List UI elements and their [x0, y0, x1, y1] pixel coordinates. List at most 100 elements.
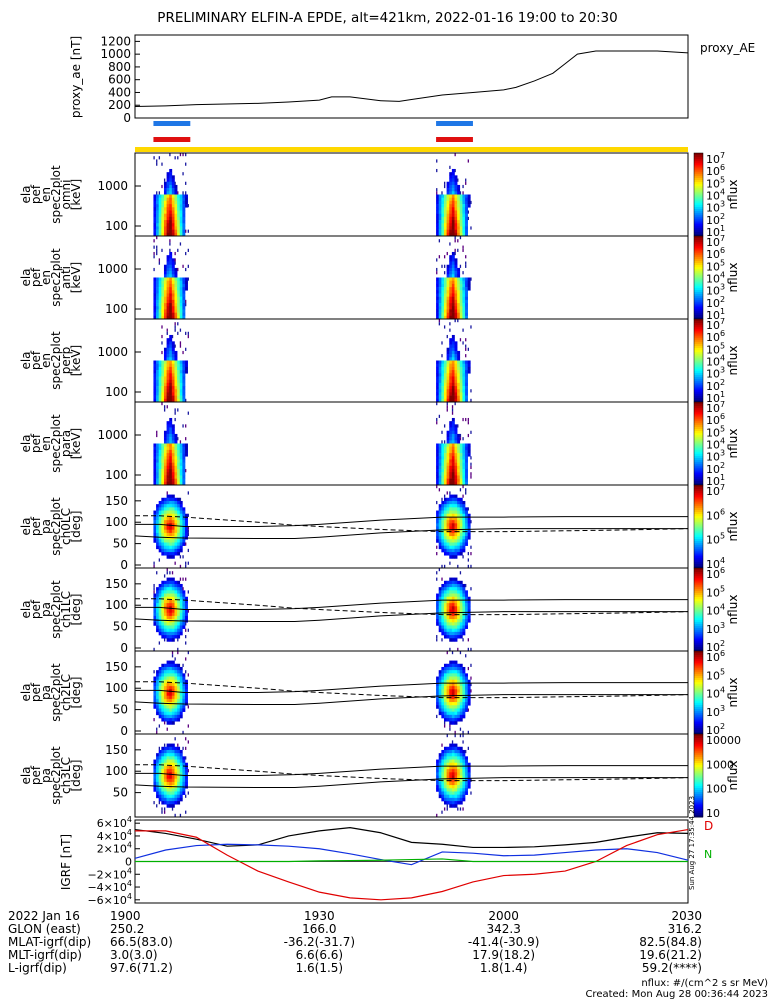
sparse-pixel	[169, 242, 171, 246]
spectrogram-cell	[457, 753, 461, 757]
spectrogram-cell	[451, 459, 455, 463]
colorbar-swatch	[694, 551, 703, 554]
spectrogram-cell	[163, 603, 167, 607]
spectrogram-cell	[161, 663, 165, 668]
spectrogram-cell	[449, 679, 453, 684]
spectrogram-cell	[436, 449, 440, 454]
spectrogram-cell	[451, 785, 455, 789]
spectrogram-cell	[457, 446, 461, 451]
colorbar-swatch	[694, 337, 703, 341]
colorbar-swatch	[694, 194, 703, 198]
spectrogram-cell	[166, 695, 170, 700]
spectrogram-cell	[169, 306, 173, 310]
colorbar-swatch	[694, 632, 703, 635]
spectrogram-cell	[459, 395, 463, 400]
spectrogram-cell	[185, 695, 188, 700]
panel-ytick-label: 100	[105, 219, 128, 233]
spectrogram-cell	[436, 596, 440, 601]
igrf-ytick-label: −6×104	[87, 892, 132, 907]
spectrogram-cell	[443, 596, 447, 601]
spectrogram-cell	[158, 220, 162, 224]
spectrogram-cell	[454, 283, 458, 288]
spectrogram-cell	[443, 666, 447, 671]
spectrogram-cell	[174, 753, 178, 757]
spectrogram-cell	[454, 181, 458, 186]
spectrogram-cell	[449, 705, 453, 709]
spectrogram-cell	[153, 459, 157, 463]
spectrogram-cell	[158, 759, 162, 764]
spectrogram-cell	[153, 612, 157, 617]
spectrogram-cell	[454, 223, 458, 227]
sparse-pixel	[185, 181, 187, 185]
spectrogram-cell	[169, 622, 173, 626]
spectrogram-cell	[443, 631, 447, 636]
sparse-pixel	[436, 638, 438, 642]
sparse-pixel	[443, 724, 446, 728]
sparse-pixel	[169, 239, 171, 243]
sparse-pixel	[459, 571, 462, 575]
spectrogram-cell	[462, 679, 466, 684]
spectrogram-cell	[163, 280, 167, 285]
sparse-pixel	[459, 807, 462, 811]
spectrogram-cell	[454, 433, 458, 438]
spectrogram-cell	[441, 376, 445, 380]
spectrogram-cell	[171, 682, 175, 687]
spectrogram-cell	[467, 277, 471, 281]
spectrogram-cell	[436, 778, 440, 783]
spectrogram-cell	[467, 520, 471, 524]
panel-ytick-label: 150	[105, 494, 128, 508]
spectrogram-cell	[467, 449, 471, 454]
spectrogram-cell	[446, 523, 450, 527]
spectrogram-cell	[441, 759, 445, 764]
spectrogram-cell	[465, 370, 468, 374]
spectrogram-cell	[166, 638, 170, 642]
spectrogram-cell	[166, 370, 170, 374]
spectrogram-cell	[443, 670, 447, 674]
colorbar-swatch	[694, 464, 703, 467]
spectrogram-cell	[163, 708, 167, 712]
spectrogram-cell	[169, 539, 173, 543]
spectrogram-cell	[436, 532, 440, 537]
spectrogram-cell	[451, 753, 455, 757]
sparse-pixel	[467, 558, 469, 562]
spectrogram-cell	[166, 577, 170, 582]
panel-ytick-label: 100	[105, 385, 128, 399]
colorbar-tick-label: 105	[706, 258, 725, 273]
spectrogram-cell	[158, 606, 162, 610]
spectrogram-cell	[446, 376, 450, 380]
sparse-pixel	[177, 156, 179, 160]
spectrogram-cell	[153, 389, 157, 393]
spectrogram-cell	[459, 698, 463, 703]
spectrogram-cell	[465, 516, 468, 521]
spectrogram-cell	[156, 475, 159, 479]
spectrogram-cell	[457, 504, 461, 508]
spectrogram-cell	[436, 475, 440, 479]
spectrogram-cell	[161, 507, 165, 511]
spectrogram-cell	[457, 762, 461, 767]
spectrogram-cell	[174, 392, 178, 396]
energy-panel	[134, 318, 704, 403]
colorbar-swatch	[694, 163, 703, 166]
spectrogram-cell	[449, 743, 453, 748]
sparse-pixel	[462, 184, 464, 189]
spectrogram-cell	[457, 536, 461, 540]
spectrogram-cell	[185, 778, 188, 783]
spectrogram-cell	[166, 175, 170, 179]
spectrogram-cell	[153, 456, 157, 460]
spectrogram-cell	[177, 603, 181, 607]
spectrogram-cell	[158, 711, 162, 716]
spectrogram-cell	[449, 532, 453, 537]
spectrogram-cell	[158, 315, 162, 320]
spectrogram-cell	[451, 194, 455, 198]
spectrogram-cell	[177, 542, 181, 546]
spectrogram-cell	[454, 625, 458, 629]
colorbar-swatch	[694, 422, 703, 426]
spectrogram-cell	[163, 456, 167, 460]
spectrogram-cell	[163, 386, 167, 390]
spectrogram-cell	[163, 382, 167, 387]
spectrogram-cell	[156, 510, 159, 515]
spectrogram-cell	[446, 679, 450, 684]
panel-label-line: [keV]	[69, 262, 83, 293]
spectrogram-cell	[174, 711, 178, 716]
spectrogram-cell	[166, 376, 170, 380]
